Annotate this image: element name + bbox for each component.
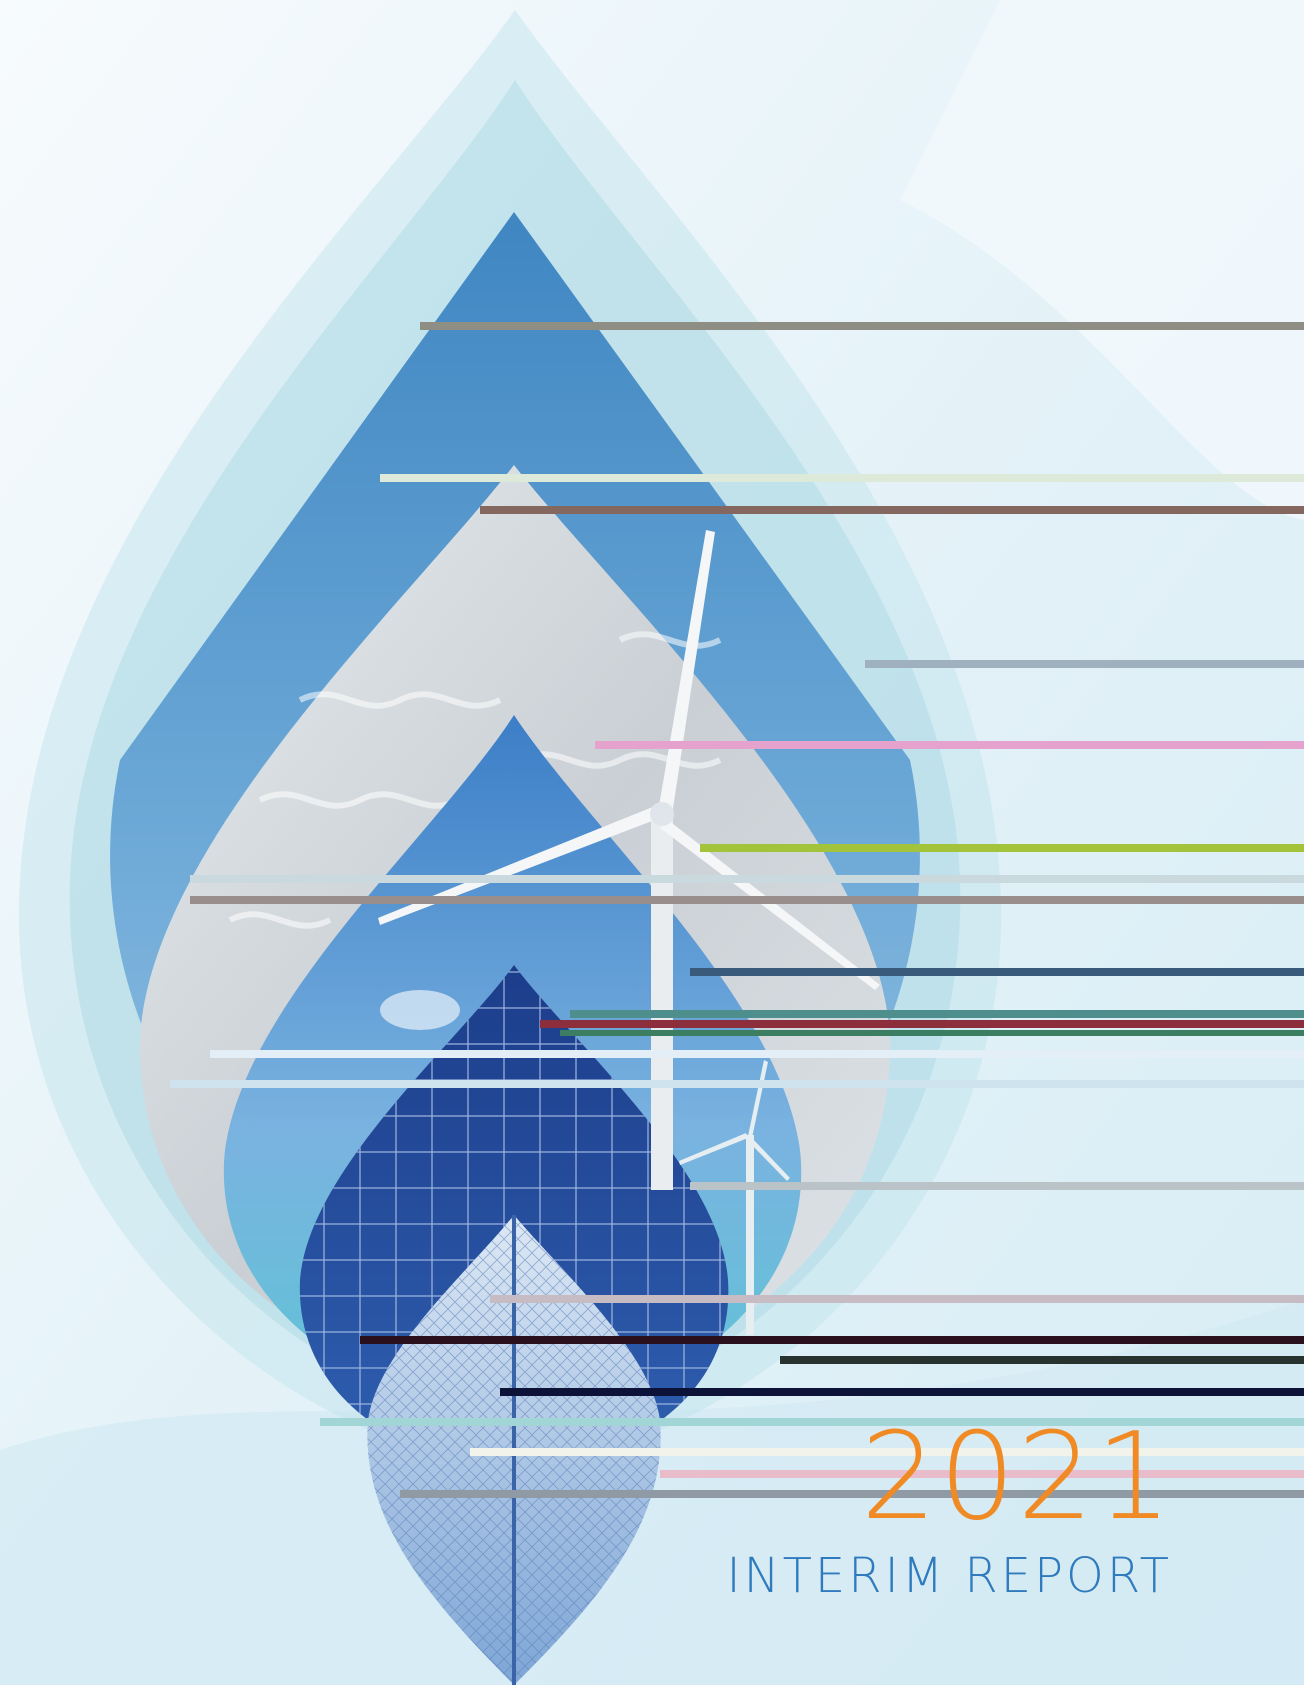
report-title: INTERIM REPORT — [726, 1548, 1172, 1604]
report-year: 2021 — [860, 1408, 1174, 1547]
